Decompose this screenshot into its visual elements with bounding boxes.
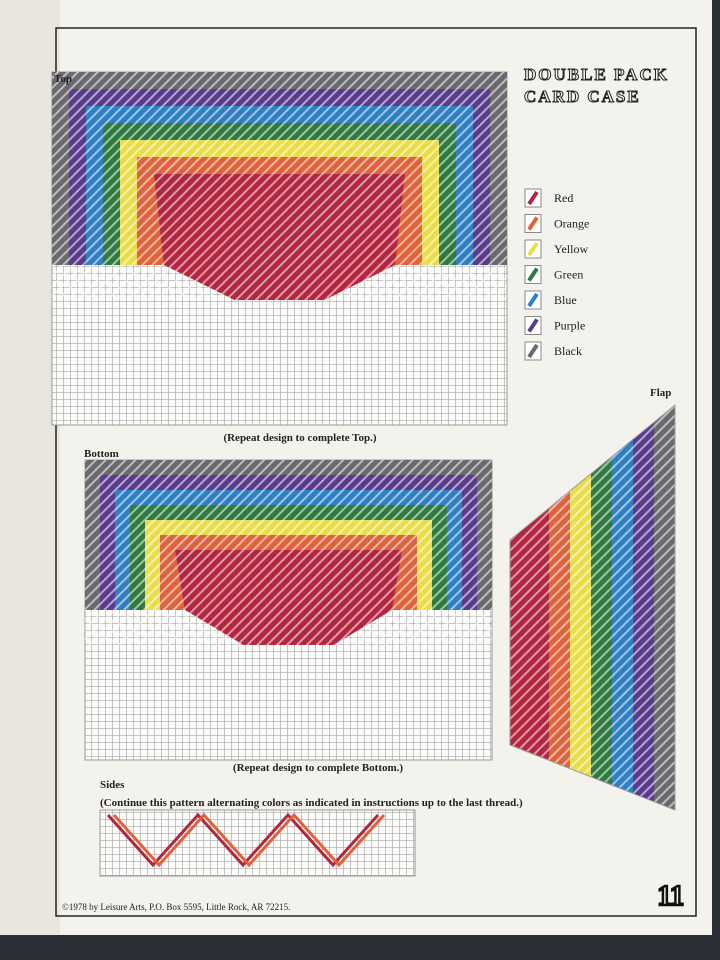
sides-note: (Continue this pattern alternating color…: [100, 797, 523, 809]
legend-swatch: [527, 292, 539, 308]
footer: ©1978 by Leisure Arts, P.O. Box 5595, Li…: [62, 902, 290, 912]
sides-stitch: [106, 812, 380, 868]
bottom-label: Bottom: [84, 448, 119, 460]
top-note: (Repeat design to complete Top.): [223, 432, 376, 444]
stitch-texture: [85, 460, 492, 645]
legend-label: Blue: [554, 293, 577, 307]
legend-swatch: [527, 343, 539, 359]
legend-swatch: [527, 190, 539, 206]
legend-label: Purple: [554, 319, 585, 333]
legend-swatch: [527, 241, 539, 257]
patterns: Red Orange Yellow Green Blue Purple Black: [51, 71, 676, 877]
sides-grid: [99, 809, 416, 877]
legend-label: Orange: [554, 217, 589, 231]
binding: [0, 0, 60, 935]
title-line: CARD CASE: [524, 87, 641, 106]
legend-label: Yellow: [554, 242, 588, 256]
flap-label: Flap: [650, 387, 671, 399]
stitch-texture: [52, 72, 507, 300]
top-label: Top: [54, 73, 72, 85]
legend-label: Red: [554, 191, 573, 205]
flap-texture: [509, 403, 676, 811]
legend-swatch: [527, 318, 539, 333]
sides-label: Sides: [100, 779, 125, 791]
legend-swatch: [527, 216, 539, 231]
legend-label: Black: [554, 344, 582, 358]
sides-stitch: [112, 812, 386, 868]
bottom-note: (Repeat design to complete Bottom.): [233, 762, 403, 774]
legend-swatch: [527, 267, 539, 282]
title-line: DOUBLE PACK: [524, 65, 669, 84]
legend-label: Green: [554, 268, 583, 282]
frame: [55, 27, 697, 917]
page-number: 11: [658, 881, 684, 912]
